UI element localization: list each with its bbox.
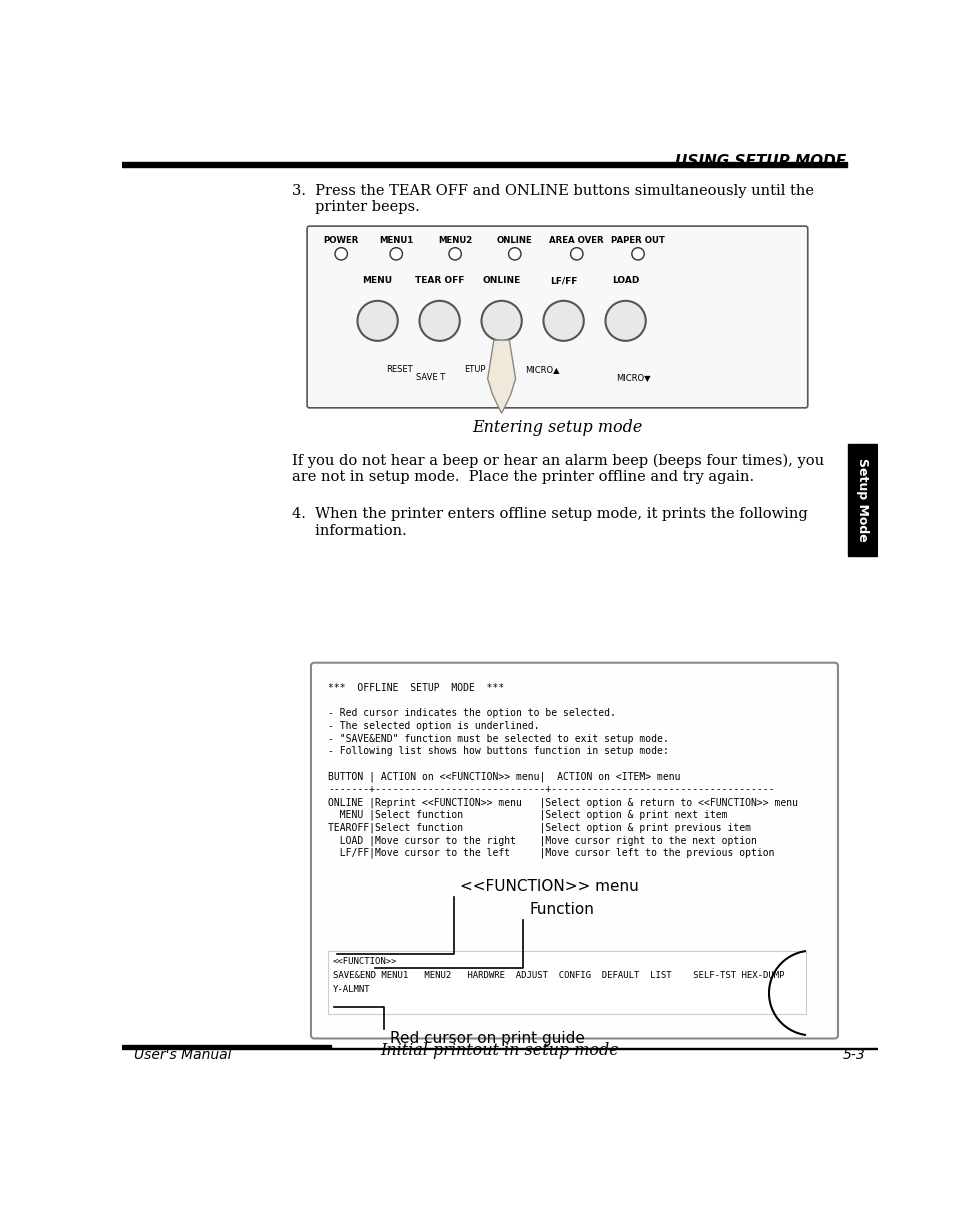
Text: 5-3: 5-3: [843, 1048, 866, 1061]
Text: LF/FF: LF/FF: [550, 276, 577, 285]
Text: <<FUNCTION>> menu: <<FUNCTION>> menu: [460, 879, 639, 893]
Text: RESET: RESET: [386, 365, 412, 375]
Circle shape: [335, 248, 347, 260]
Text: information.: information.: [292, 525, 408, 538]
Text: Entering setup mode: Entering setup mode: [472, 420, 643, 437]
Text: MICRO▼: MICRO▼: [616, 374, 650, 382]
Bar: [848, 444, 877, 556]
Text: - The selected option is underlined.: - The selected option is underlined.: [328, 720, 539, 731]
Text: LOAD |Move cursor to the right    |Move cursor right to the next option: LOAD |Move cursor to the right |Move cur…: [328, 835, 757, 846]
Text: Initial printout in setup mode: Initial printout in setup mode: [380, 1042, 619, 1059]
Text: PAPER OUT: PAPER OUT: [611, 236, 665, 245]
Text: ONLINE |Reprint <<FUNCTION>> menu   |Select option & return to <<FUNCTION>> menu: ONLINE |Reprint <<FUNCTION>> menu |Selec…: [328, 797, 798, 808]
Text: ONLINE: ONLINE: [497, 236, 532, 245]
Text: MENU2: MENU2: [438, 236, 472, 245]
Circle shape: [419, 301, 460, 341]
Circle shape: [543, 301, 584, 341]
Text: MENU: MENU: [363, 276, 393, 285]
Text: MENU |Select function             |Select option & print next item: MENU |Select function |Select option & p…: [328, 809, 727, 820]
Circle shape: [605, 301, 645, 341]
Circle shape: [509, 248, 521, 260]
Text: Red cursor on print guide: Red cursor on print guide: [390, 1031, 585, 1045]
Text: Function: Function: [529, 902, 595, 916]
Text: User's Manual: User's Manual: [134, 1048, 231, 1061]
Text: - Following list shows how buttons function in setup mode:: - Following list shows how buttons funct…: [328, 746, 669, 756]
Text: 3.  Press the TEAR OFF and ONLINE buttons simultaneously until the: 3. Press the TEAR OFF and ONLINE buttons…: [292, 184, 814, 198]
Text: TEAR OFF: TEAR OFF: [415, 276, 464, 285]
Text: LF/FF|Move cursor to the left     |Move cursor left to the previous option: LF/FF|Move cursor to the left |Move curs…: [328, 848, 774, 858]
FancyBboxPatch shape: [307, 226, 807, 408]
Text: LOAD: LOAD: [612, 276, 640, 285]
Text: ONLINE: ONLINE: [483, 276, 521, 285]
Circle shape: [448, 248, 461, 260]
Circle shape: [570, 248, 583, 260]
Text: AREA OVER: AREA OVER: [550, 236, 604, 245]
Text: TEAROFF|Select function             |Select option & print previous item: TEAROFF|Select function |Select option &…: [328, 823, 751, 832]
Text: MICRO▲: MICRO▲: [526, 365, 560, 375]
Text: - Red cursor indicates the option to be selected.: - Red cursor indicates the option to be …: [328, 708, 616, 718]
Bar: [122, 162, 846, 167]
Text: - "SAVE&END" function must be selected to exit setup mode.: - "SAVE&END" function must be selected t…: [328, 734, 669, 744]
Text: Setup Mode: Setup Mode: [856, 458, 869, 542]
Text: <<FUNCTION>>: <<FUNCTION>>: [332, 957, 397, 966]
Text: POWER: POWER: [324, 236, 359, 245]
Circle shape: [482, 301, 522, 341]
Text: printer beeps.: printer beeps.: [292, 200, 420, 214]
Bar: [328, 950, 806, 1014]
Circle shape: [358, 301, 398, 341]
Text: MENU1: MENU1: [379, 236, 413, 245]
FancyBboxPatch shape: [311, 663, 838, 1038]
Polygon shape: [488, 340, 516, 414]
Text: ETUP: ETUP: [464, 365, 486, 375]
Text: SAVE&END MENU1   MENU2   HARDWRE  ADJUST  CONFIG  DEFAULT  LIST    SELF-TST HEX-: SAVE&END MENU1 MENU2 HARDWRE ADJUST CONF…: [332, 971, 784, 980]
Text: Y-ALMNT: Y-ALMNT: [332, 985, 370, 993]
Text: SAVE T: SAVE T: [415, 374, 445, 382]
Text: BUTTON | ACTION on <<FUNCTION>> menu|  ACTION on <ITEM> menu: BUTTON | ACTION on <<FUNCTION>> menu| AC…: [328, 772, 681, 783]
Text: If you do not hear a beep or hear an alarm beep (beeps four times), you: If you do not hear a beep or hear an ala…: [292, 453, 825, 467]
Text: 4.  When the printer enters offline setup mode, it prints the following: 4. When the printer enters offline setup…: [292, 507, 808, 521]
Text: USING SETUP MODE: USING SETUP MODE: [676, 153, 846, 169]
Text: -------+-----------------------------+--------------------------------------: -------+-----------------------------+--…: [328, 785, 774, 795]
Circle shape: [390, 248, 403, 260]
Bar: [122, 1045, 332, 1049]
Circle shape: [632, 248, 644, 260]
Text: are not in setup mode.  Place the printer offline and try again.: are not in setup mode. Place the printer…: [292, 470, 755, 484]
Text: ***  OFFLINE  SETUP  MODE  ***: *** OFFLINE SETUP MODE ***: [328, 683, 504, 692]
